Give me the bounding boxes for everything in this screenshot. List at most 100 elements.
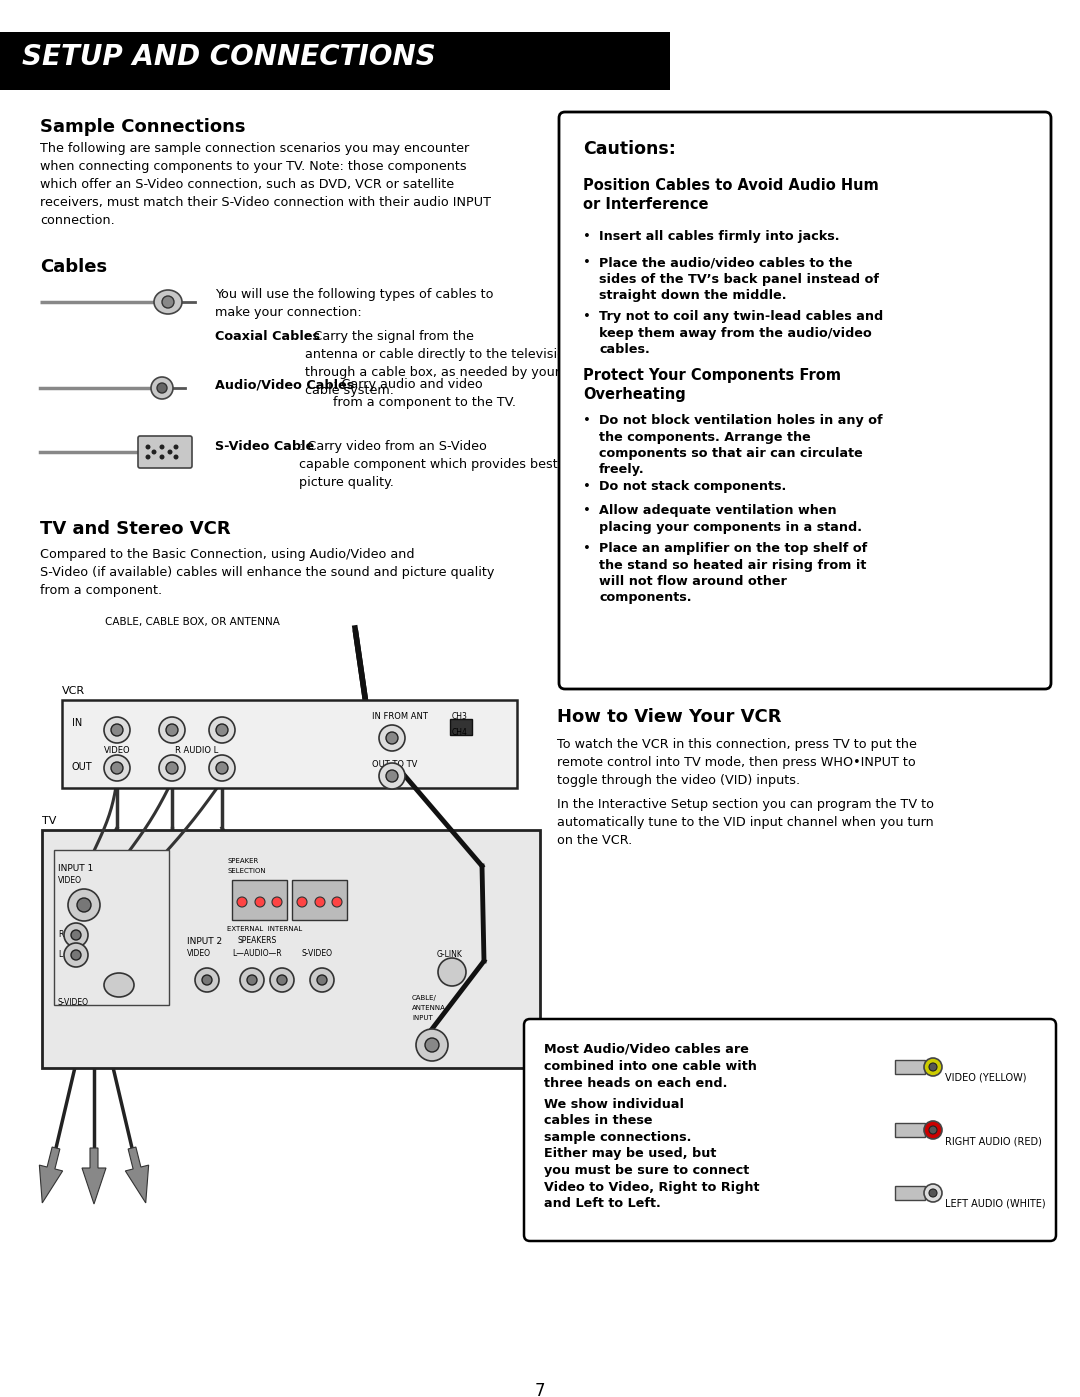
Circle shape <box>318 975 327 985</box>
Text: : Carry video from an S-Video
capable component which provides best
picture qual: : Carry video from an S-Video capable co… <box>299 440 557 489</box>
Text: LEFT AUDIO (WHITE): LEFT AUDIO (WHITE) <box>945 1199 1045 1208</box>
Text: Audio/Video Cables: Audio/Video Cables <box>215 379 354 391</box>
Text: INPUT 2: INPUT 2 <box>187 937 222 946</box>
Text: Cautions:: Cautions: <box>583 140 676 158</box>
Circle shape <box>151 450 157 454</box>
Bar <box>450 719 472 735</box>
Circle shape <box>174 444 178 450</box>
Text: R AUDIO L: R AUDIO L <box>175 746 218 754</box>
Circle shape <box>276 975 287 985</box>
Bar <box>292 880 347 921</box>
Circle shape <box>210 717 235 743</box>
Circle shape <box>315 897 325 907</box>
Text: To watch the VCR in this connection, press TV to put the
remote control into TV : To watch the VCR in this connection, pre… <box>557 738 917 787</box>
Text: G-LINK: G-LINK <box>437 950 463 958</box>
Text: In the Interactive Setup section you can program the TV to
automatically tune to: In the Interactive Setup section you can… <box>557 798 934 847</box>
Text: •: • <box>583 504 591 517</box>
Text: Do not stack components.: Do not stack components. <box>599 481 786 493</box>
Circle shape <box>379 763 405 789</box>
Circle shape <box>146 454 150 460</box>
Circle shape <box>160 444 164 450</box>
Text: OUT: OUT <box>72 761 93 773</box>
Text: •: • <box>583 310 591 323</box>
Text: Most Audio/Video cables are
combined into one cable with
three heads on each end: Most Audio/Video cables are combined int… <box>544 1044 757 1090</box>
Text: RIGHT AUDIO (RED): RIGHT AUDIO (RED) <box>945 1136 1042 1146</box>
Text: We show individual
cables in these
sample connections.
Either may be used, but
y: We show individual cables in these sampl… <box>544 1098 759 1210</box>
Circle shape <box>386 770 399 782</box>
Text: VIDEO: VIDEO <box>104 746 131 754</box>
Text: TV: TV <box>42 816 56 826</box>
Text: S-VIDEO: S-VIDEO <box>58 997 89 1007</box>
Bar <box>0 32 670 89</box>
Circle shape <box>416 1030 448 1060</box>
Text: OUT TO TV: OUT TO TV <box>372 760 417 768</box>
Ellipse shape <box>104 972 134 997</box>
Circle shape <box>104 754 130 781</box>
Text: IN: IN <box>72 718 82 728</box>
Circle shape <box>104 717 130 743</box>
Text: Try not to coil any twin-lead cables and
keep them away from the audio/video
cab: Try not to coil any twin-lead cables and… <box>599 310 883 356</box>
Text: •: • <box>583 414 591 427</box>
Text: Cables: Cables <box>40 258 107 277</box>
Circle shape <box>77 898 91 912</box>
Text: VIDEO: VIDEO <box>58 876 82 886</box>
Circle shape <box>924 1185 942 1201</box>
Text: CABLE/: CABLE/ <box>411 995 437 1002</box>
Text: Insert all cables firmly into jacks.: Insert all cables firmly into jacks. <box>599 231 839 243</box>
Circle shape <box>71 950 81 960</box>
Text: Protect Your Components From
Overheating: Protect Your Components From Overheating <box>583 367 841 402</box>
Text: •: • <box>583 481 591 493</box>
Circle shape <box>386 732 399 745</box>
Circle shape <box>310 968 334 992</box>
Text: •: • <box>583 542 591 555</box>
Text: IN FROM ANT: IN FROM ANT <box>372 712 428 721</box>
FancyArrow shape <box>39 1147 63 1203</box>
Text: Place the audio/video cables to the
sides of the TV’s back panel instead of
stra: Place the audio/video cables to the side… <box>599 256 879 302</box>
Circle shape <box>379 725 405 752</box>
Text: How to View Your VCR: How to View Your VCR <box>557 708 782 726</box>
Text: S-Video Cable: S-Video Cable <box>215 440 314 453</box>
Circle shape <box>426 1038 438 1052</box>
Circle shape <box>71 930 81 940</box>
Text: SETUP AND CONNECTIONS: SETUP AND CONNECTIONS <box>22 43 435 71</box>
Text: CH3: CH3 <box>453 712 468 721</box>
Text: Sample Connections: Sample Connections <box>40 117 245 136</box>
Text: The following are sample connection scenarios you may encounter
when connecting : The following are sample connection scen… <box>40 142 491 226</box>
Bar <box>895 1123 924 1137</box>
Circle shape <box>157 383 167 393</box>
Text: R: R <box>58 930 64 939</box>
FancyArrow shape <box>82 1148 106 1204</box>
Circle shape <box>64 943 87 967</box>
Text: : Carry the signal from the
antenna or cable directly to the television or
throu: : Carry the signal from the antenna or c… <box>305 330 591 397</box>
Circle shape <box>146 444 150 450</box>
Text: ANTENNA: ANTENNA <box>411 1004 446 1011</box>
Text: CABLE, CABLE BOX, OR ANTENNA: CABLE, CABLE BOX, OR ANTENNA <box>105 617 280 627</box>
FancyArrow shape <box>125 1147 149 1203</box>
Text: EXTERNAL  INTERNAL: EXTERNAL INTERNAL <box>227 926 302 932</box>
Text: Compared to the Basic Connection, using Audio/Video and
S-Video (if available) c: Compared to the Basic Connection, using … <box>40 548 495 597</box>
Text: VIDEO: VIDEO <box>187 949 211 958</box>
Text: TV and Stereo VCR: TV and Stereo VCR <box>40 520 231 538</box>
Text: SPEAKERS: SPEAKERS <box>237 936 276 944</box>
Text: INPUT 1: INPUT 1 <box>58 863 93 873</box>
Circle shape <box>162 296 174 307</box>
Circle shape <box>216 761 228 774</box>
Bar <box>42 830 540 1067</box>
Text: SELECTION: SELECTION <box>227 868 266 875</box>
Circle shape <box>64 923 87 947</box>
Text: VCR: VCR <box>62 686 85 696</box>
Circle shape <box>202 975 212 985</box>
Text: L—AUDIO—R: L—AUDIO—R <box>232 949 282 958</box>
Text: VIDEO (YELLOW): VIDEO (YELLOW) <box>945 1073 1026 1083</box>
Circle shape <box>166 724 178 736</box>
Circle shape <box>929 1189 937 1197</box>
Circle shape <box>195 968 219 992</box>
Circle shape <box>255 897 265 907</box>
Bar <box>54 849 168 1004</box>
Text: Coaxial Cables: Coaxial Cables <box>215 330 320 344</box>
Circle shape <box>160 454 164 460</box>
Bar <box>232 880 287 921</box>
Circle shape <box>237 897 247 907</box>
FancyBboxPatch shape <box>524 1018 1056 1241</box>
Circle shape <box>929 1126 937 1134</box>
